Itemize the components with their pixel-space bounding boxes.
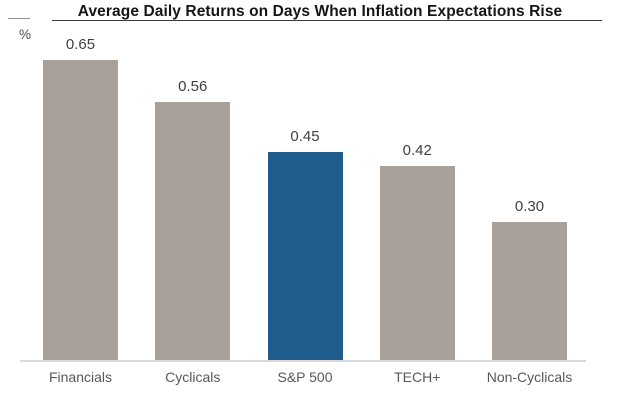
- y-axis-unit-label: %: [19, 27, 32, 42]
- unit-dash-rule: [8, 18, 30, 19]
- bar-non-cyclicals: [492, 222, 567, 360]
- category-label-s-p-500: S&P 500: [277, 369, 333, 385]
- value-label-non-cyclicals: 0.30: [514, 198, 545, 215]
- category-label-non-cyclicals: Non-Cyclicals: [486, 369, 573, 385]
- bar-tech-: [379, 166, 455, 360]
- bar-s-p-500: [267, 152, 343, 360]
- category-label-cyclicals: Cyclicals: [165, 369, 221, 385]
- bar-financials: [43, 60, 118, 360]
- category-label-financials: Financials: [48, 369, 113, 385]
- category-label-tech-: TECH+: [394, 369, 441, 385]
- value-label-cyclicals: 0.56: [178, 78, 208, 95]
- value-label-financials: 0.65: [65, 36, 96, 53]
- bar-cyclicals: [155, 102, 231, 360]
- chart-title: Average Daily Returns on Days When Infla…: [77, 3, 563, 20]
- value-label-tech-: 0.42: [402, 142, 432, 159]
- x-axis-line: [20, 360, 586, 362]
- value-label-s-p-500: 0.45: [290, 128, 320, 145]
- title-underline: [52, 20, 602, 21]
